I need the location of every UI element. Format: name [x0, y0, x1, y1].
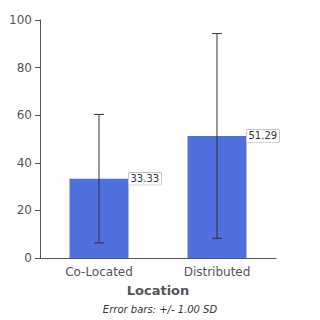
svg-text:Location: Location	[127, 283, 190, 298]
svg-text:40: 40	[17, 156, 32, 170]
svg-text:Co-Located: Co-Located	[65, 265, 133, 279]
svg-text:Distributed: Distributed	[184, 265, 251, 279]
svg-text:33.33: 33.33	[131, 173, 160, 184]
svg-text:100: 100	[9, 13, 32, 27]
svg-text:60: 60	[17, 108, 32, 122]
svg-text:Error bars: +/- 1.00 SD: Error bars: +/- 1.00 SD	[103, 304, 218, 315]
svg-text:0: 0	[24, 251, 32, 265]
svg-text:80: 80	[17, 61, 32, 75]
svg-text:20: 20	[17, 203, 32, 217]
svg-text:51.29: 51.29	[249, 130, 278, 141]
